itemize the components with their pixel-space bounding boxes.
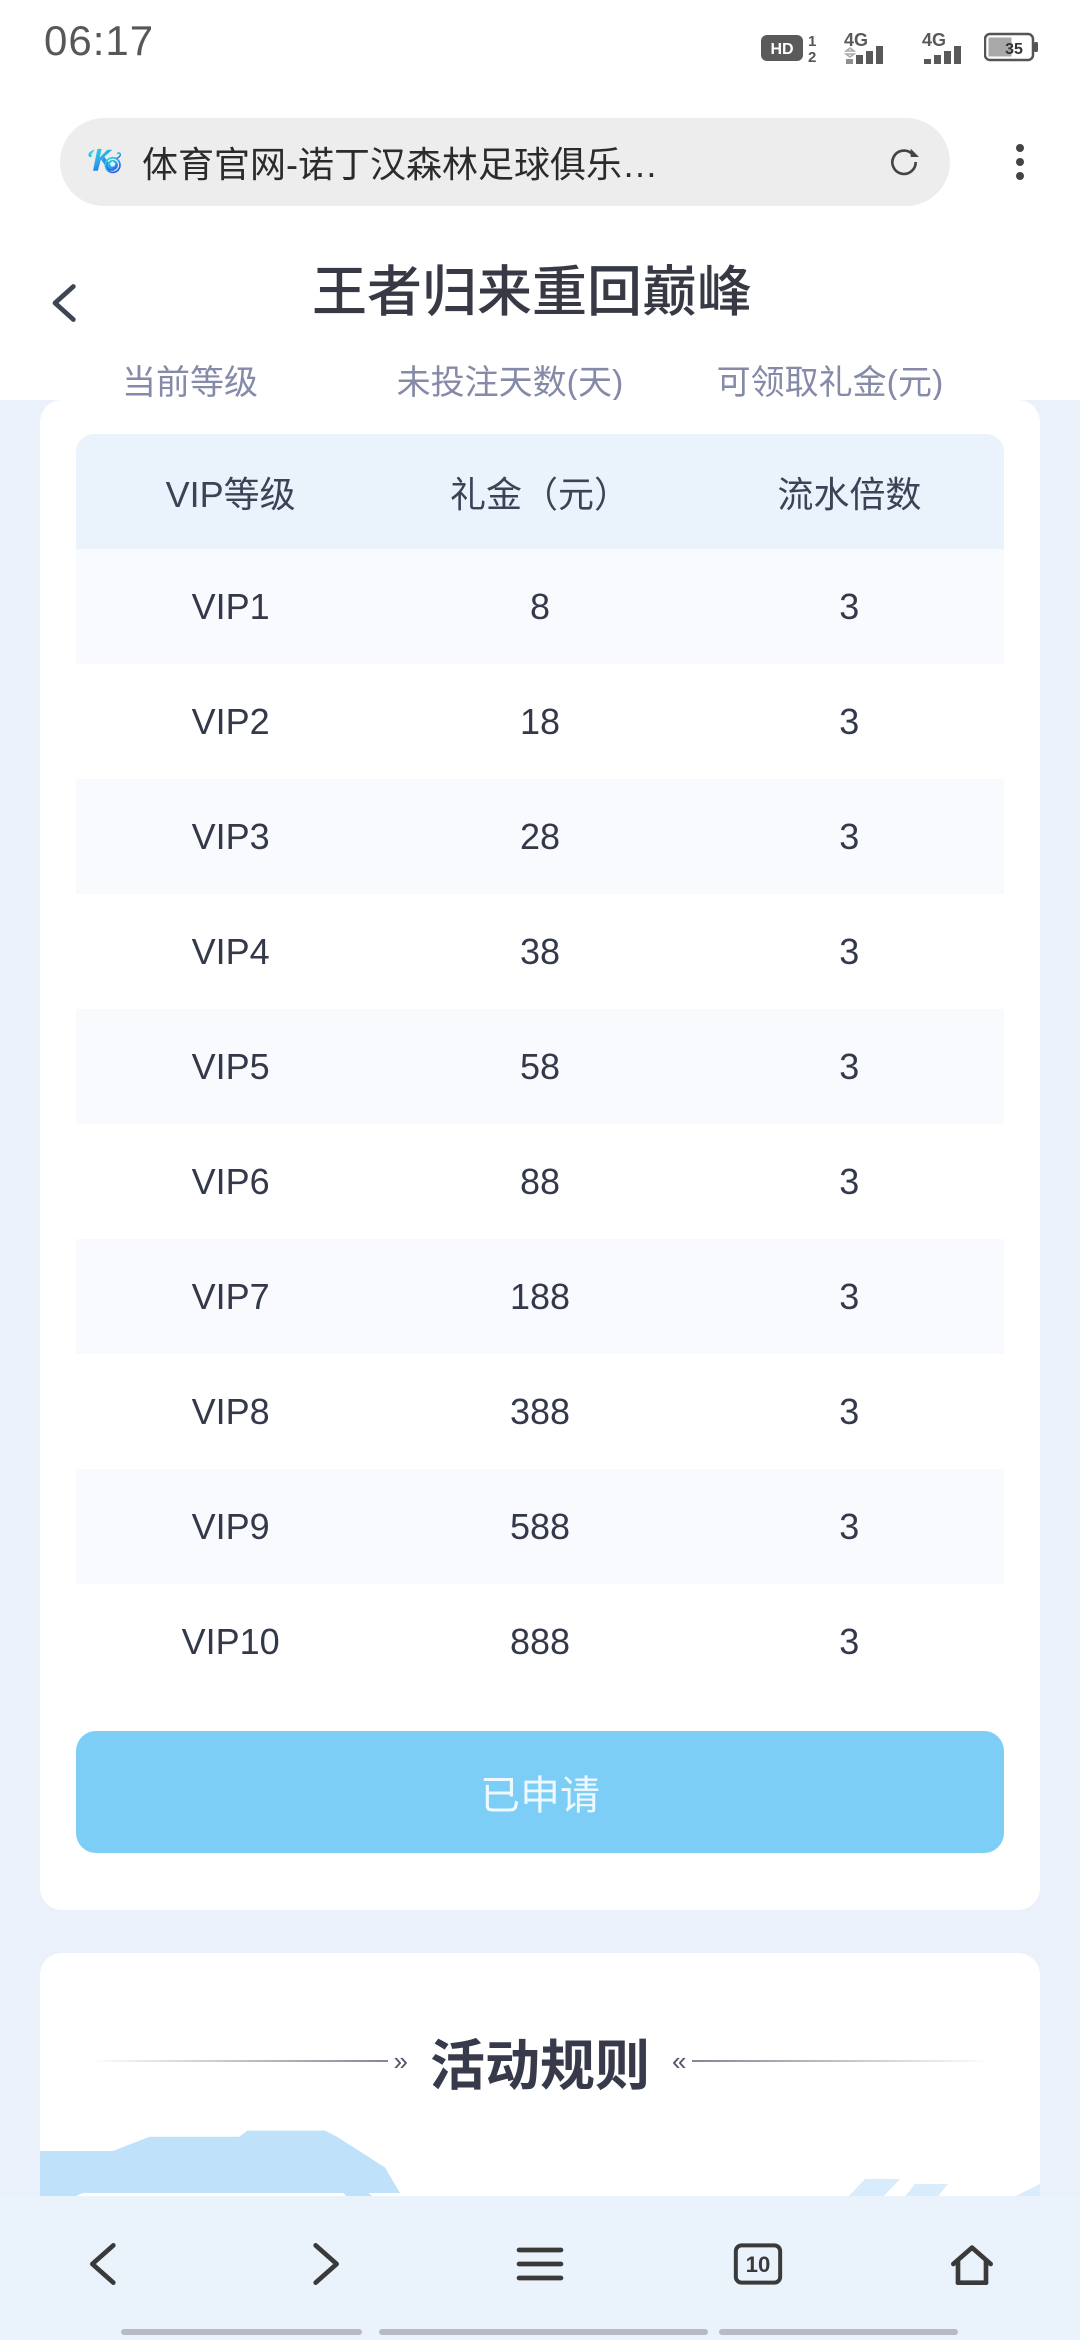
svg-text:4G: 4G [844, 31, 868, 50]
svg-text:2: 2 [808, 49, 816, 66]
svg-text:4G: 4G [922, 31, 946, 50]
svg-text:35: 35 [1005, 41, 1023, 58]
svg-text:1: 1 [808, 33, 816, 50]
svg-text:HD: HD [770, 41, 793, 58]
svg-text:10: 10 [746, 2252, 771, 2277]
